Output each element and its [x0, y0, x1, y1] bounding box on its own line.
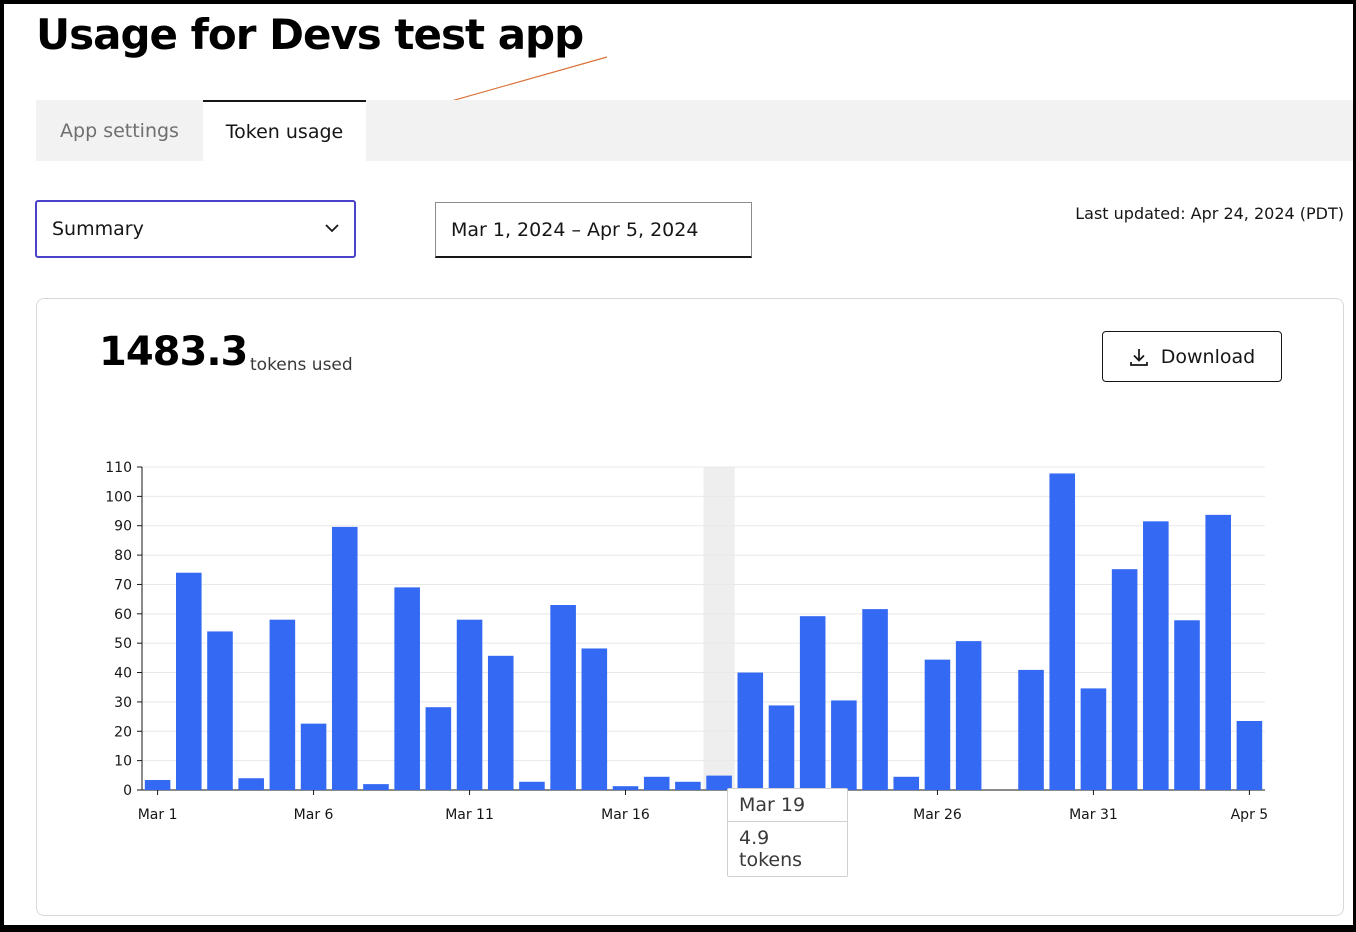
chart-bar: [706, 775, 732, 790]
usage-bar-chart: 0 10 20 30 40 50 60 70 80 90 100 110 Mar 1 Mar 6 Mar 1…: [105, 460, 1269, 823]
tab-token-usage[interactable]: Token usage: [203, 100, 366, 161]
chart-bar: [425, 707, 452, 790]
chart-bar: [1205, 514, 1231, 790]
chart-bar: [456, 619, 483, 790]
tab-bar: App settings Token usage: [36, 100, 1353, 161]
usage-card: 1483.3 tokens used Download 0 10 20 30 40 50 6…: [36, 298, 1344, 916]
y-tick-label: 0: [123, 783, 132, 799]
y-tick-label: 70: [114, 577, 132, 593]
chart-bar: [550, 605, 576, 790]
tooltip-date: Mar 19: [728, 789, 847, 822]
chevron-down-icon: [325, 224, 339, 233]
chart-bar: [768, 705, 795, 790]
chart-bar: [581, 648, 608, 790]
chart-bar: [1236, 720, 1263, 790]
y-tick-label: 80: [114, 548, 132, 564]
y-tick-label: 90: [114, 519, 132, 535]
chart-bar: [643, 776, 670, 790]
chart-bar: [1174, 620, 1200, 790]
chart-bar: [1049, 473, 1076, 790]
date-range-value: Mar 1, 2024 – Apr 5, 2024: [451, 218, 699, 241]
chart-bar: [269, 619, 296, 790]
chart-bar: [737, 672, 764, 790]
x-tick-label: Apr 5: [1231, 807, 1269, 823]
download-icon: [1129, 348, 1148, 366]
x-tick-label: Mar 11: [445, 807, 494, 823]
chart-bar: [331, 526, 358, 790]
chart-bar: [207, 631, 233, 790]
x-tick-label: Mar 26: [913, 807, 962, 823]
total-tokens-label: tokens used: [250, 355, 353, 375]
app-window: Usage for Devs test app App settings Tok…: [4, 4, 1353, 925]
y-tick-label: 40: [114, 666, 132, 682]
chart-bar: [831, 700, 857, 790]
chart-bar: [1080, 688, 1107, 790]
chart-bar: [144, 780, 171, 790]
total-tokens-value: 1483.3: [99, 329, 248, 375]
chart-bar: [862, 609, 888, 790]
y-tick-label: 20: [114, 724, 132, 740]
chart-bar: [1111, 569, 1138, 790]
hover-highlight-band: [703, 467, 735, 790]
x-tick-label: Mar 1: [138, 807, 178, 823]
tooltip-value: 4.9 tokens: [739, 827, 803, 871]
y-tick-label: 30: [114, 695, 132, 711]
y-tick-label: 100: [105, 489, 132, 505]
view-select-value: Summary: [52, 218, 144, 240]
chart-bar: [519, 781, 545, 790]
chart-bar: [300, 723, 327, 790]
last-updated-text: Last updated: Apr 24, 2024 (PDT): [1075, 204, 1344, 223]
chart-bar: [924, 659, 951, 790]
chart-bar: [612, 786, 639, 790]
chart-bar: [1143, 521, 1169, 790]
x-tick-label: Mar 16: [601, 807, 650, 823]
x-tick-label: Mar 31: [1069, 807, 1118, 823]
chart-tooltip: Mar 19 4.9 tokens: [727, 788, 848, 877]
y-tick-label: 60: [114, 607, 132, 623]
download-label: Download: [1160, 345, 1256, 368]
download-button[interactable]: Download: [1102, 331, 1282, 382]
chart-bar: [893, 776, 920, 790]
chart-bar: [955, 641, 982, 790]
chart-bar: [1018, 669, 1044, 790]
chart-bar: [238, 778, 264, 790]
chart-bar: [487, 655, 514, 790]
tab-app-settings[interactable]: App settings: [60, 119, 179, 142]
y-tick-label: 110: [105, 460, 132, 476]
chart-bar: [176, 572, 202, 790]
x-tick-label: Mar 6: [294, 807, 334, 823]
y-tick-label: 10: [114, 754, 132, 770]
chart-bar: [675, 781, 701, 790]
date-range-input[interactable]: Mar 1, 2024 – Apr 5, 2024: [435, 202, 752, 258]
chart-bar: [394, 587, 420, 790]
chart-bar: [799, 616, 826, 790]
chart-bar: [363, 784, 389, 790]
y-tick-label: 50: [114, 636, 132, 652]
page-title: Usage for Devs test app: [36, 10, 584, 59]
view-select[interactable]: Summary: [35, 200, 356, 258]
